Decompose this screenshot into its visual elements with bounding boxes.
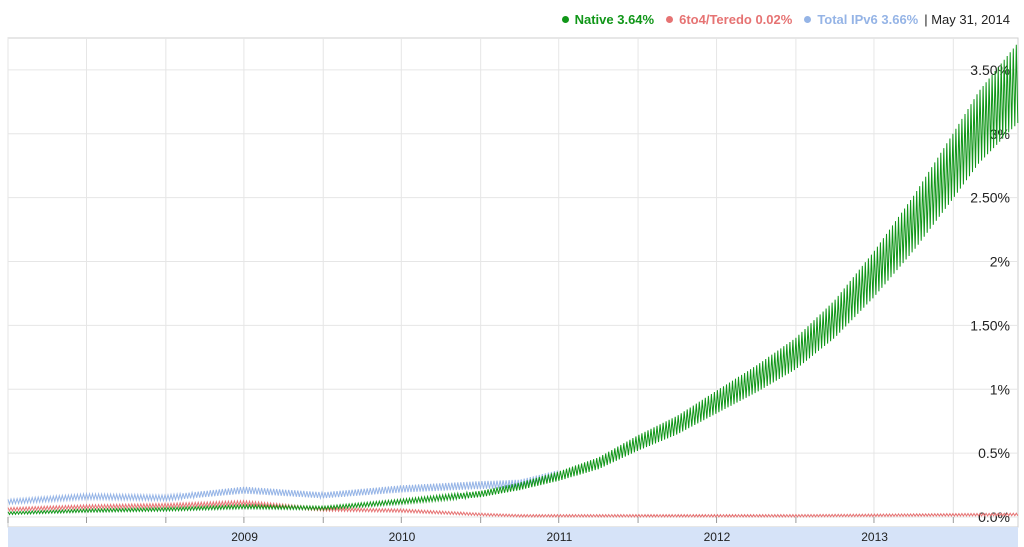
legend-teredo-dot	[666, 16, 674, 23]
y-tick-label: 1%	[990, 381, 1010, 397]
legend-teredo[interactable]: 6to4/Teredo 0.02%	[666, 12, 792, 27]
legend-total-dot	[804, 16, 812, 23]
series-line-native	[7, 44, 1019, 516]
x-axis-band	[8, 527, 1018, 547]
legend-teredo-label: 6to4/Teredo 0.02%	[679, 12, 793, 27]
y-tick-label: 2.50%	[970, 190, 1010, 206]
legend-native-dot	[561, 16, 569, 23]
legend-total[interactable]: Total IPv6 3.66%	[804, 12, 918, 27]
chart-grid	[7, 37, 1019, 528]
x-tick-label: 2013	[861, 530, 888, 544]
legend-total-label: Total IPv6 3.66%	[817, 12, 919, 27]
series-line-total	[7, 470, 558, 506]
x-tick-label: 2011	[546, 530, 572, 544]
y-axis-ticks: 0.0%0.5%1%1.50%2%2.50%3%3.50%	[970, 62, 1010, 525]
y-tick-label: 2%	[990, 254, 1010, 270]
y-tick-label: 0.0%	[978, 509, 1010, 525]
series-line-teredo	[7, 499, 1019, 518]
x-tick-label: 2012	[704, 530, 731, 544]
x-axis-ticks: 2009 2010 2011 2012 2013	[231, 530, 888, 544]
y-tick-label: 0.5%	[978, 445, 1010, 461]
series-lines	[7, 44, 1019, 518]
legend-native[interactable]: Native 3.64%	[561, 12, 655, 27]
chart-legend: Native 3.64% 6to4/Teredo 0.02% Total IPv…	[550, 12, 1010, 27]
legend-date: | May 31, 2014	[924, 12, 1010, 27]
y-tick-label: 1.50%	[970, 317, 1010, 333]
legend-native-label: Native 3.64%	[574, 12, 655, 27]
y-tick-label: 3.50%	[970, 62, 1010, 78]
x-tick-label: 2009	[231, 530, 258, 544]
x-tick-label: 2010	[389, 530, 416, 544]
